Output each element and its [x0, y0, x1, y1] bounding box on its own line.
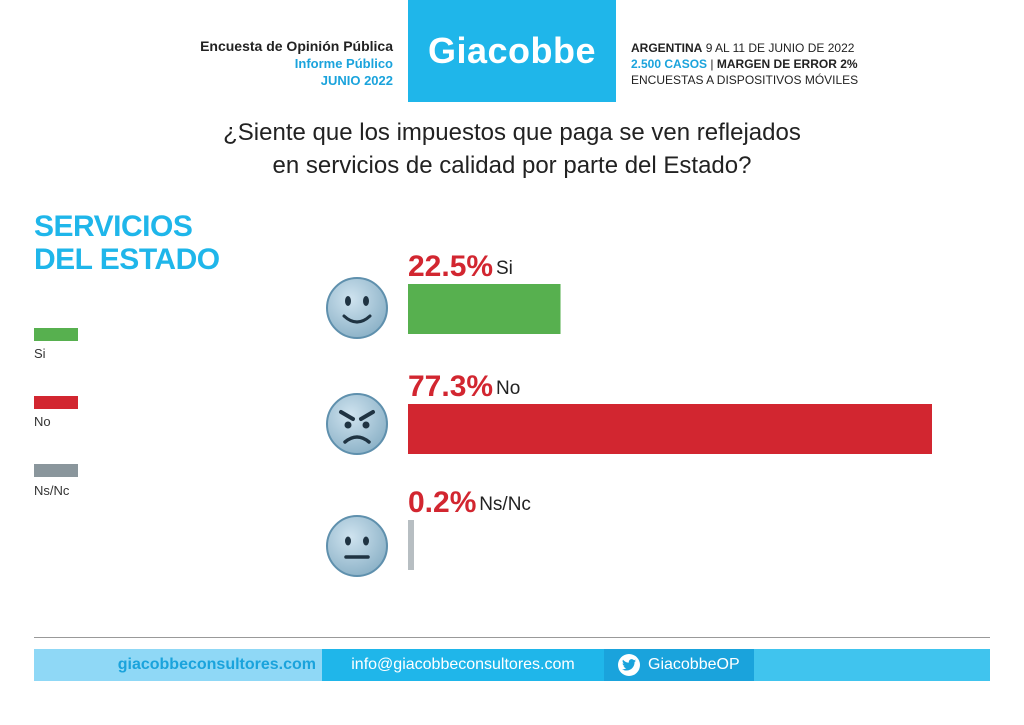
value-label-nsnc: 0.2% [408, 486, 476, 519]
survey-info-left: Encuesta de Opinión Pública Informe Públ… [150, 38, 393, 89]
footer-filler [754, 649, 990, 681]
legend-label-nsnc: Ns/Nc [34, 483, 70, 498]
bar-si [408, 284, 561, 334]
twitter-icon [618, 654, 640, 676]
survey-info-right: ARGENTINA 9 AL 11 DE JUNIO DE 2022 2.500… [631, 40, 931, 88]
survey-separator: | [710, 57, 714, 71]
survey-country-dates: ARGENTINA 9 AL 11 DE JUNIO DE 2022 [631, 40, 931, 56]
legend-label-no: No [34, 414, 51, 429]
survey-margin: MARGEN DE ERROR 2% [716, 57, 858, 71]
logo-text: Giacobbe [427, 30, 597, 71]
report-type: Informe Público [294, 56, 393, 71]
value-label-si: 22.5% [408, 250, 493, 283]
neutral-face-icon [326, 515, 388, 577]
giacobbe-logo: Giacobbe [408, 0, 616, 102]
section-title-line-1: SERVICIOS [34, 210, 193, 243]
footer-email[interactable]: info@giacobbeconsultores.com [322, 649, 604, 681]
survey-cases: 2.500 CASOS [631, 57, 708, 71]
survey-sample: 2.500 CASOS | MARGEN DE ERROR 2% [631, 56, 931, 72]
email-link[interactable]: info@giacobbeconsultores.com [351, 656, 575, 673]
survey-dates: 9 AL 11 DE JUNIO DE 2022 [705, 41, 855, 55]
report-date: JUNIO 2022 [320, 73, 393, 88]
section-title: SERVICIOS DEL ESTADO [34, 210, 264, 276]
category-label-nsnc: Ns/Nc [479, 494, 531, 515]
footer-website[interactable]: giacobbeconsultores.com [34, 649, 322, 681]
angry-face-icon [326, 393, 388, 455]
question-line-2: en servicios de calidad por parte del Es… [272, 152, 752, 179]
bar-no [408, 404, 932, 454]
category-label-no: No [496, 378, 520, 399]
footer-twitter[interactable]: GiacobbeOP [604, 649, 754, 681]
legend-swatch-nsnc [34, 464, 78, 477]
twitter-handle[interactable]: GiacobbeOP [648, 656, 740, 673]
survey-method: ENCUESTAS A DISPOSITIVOS MÓVILES [631, 73, 859, 87]
legend-swatch-no [34, 396, 78, 409]
legend-swatch-si [34, 328, 78, 341]
smiley-face-icon [326, 277, 388, 339]
survey-title: Encuesta de Opinión Pública [200, 38, 393, 54]
value-label-no: 77.3% [408, 370, 493, 403]
bar-nsnc [408, 520, 414, 570]
website-link[interactable]: giacobbeconsultores.com [117, 656, 316, 673]
footer-divider [34, 637, 990, 638]
category-label-si: Si [496, 258, 513, 279]
survey-country: ARGENTINA [631, 41, 703, 55]
legend-label-si: Si [34, 346, 46, 361]
chart-question: ¿Siente que los impuestos que paga se ve… [100, 116, 924, 182]
question-line-1: ¿Siente que los impuestos que paga se ve… [223, 119, 801, 146]
section-title-line-2: DEL ESTADO [34, 243, 220, 276]
